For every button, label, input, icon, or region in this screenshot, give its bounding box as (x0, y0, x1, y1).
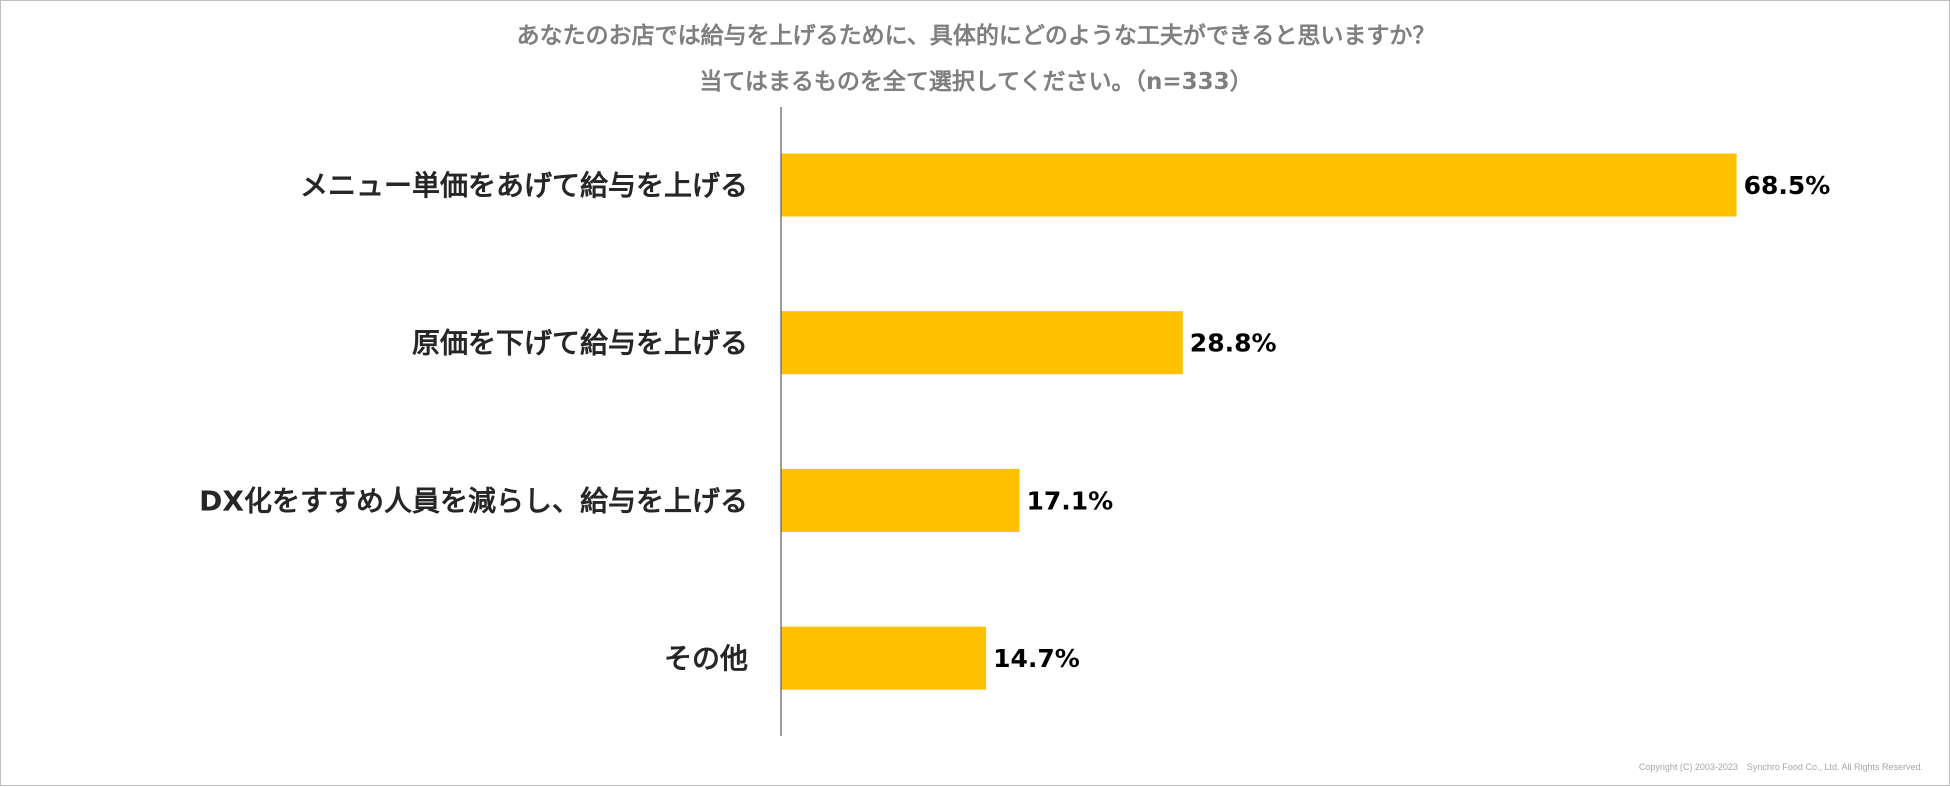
bar-2 (781, 468, 1020, 532)
chart-subtitle: 当てはまるものを全て選択してください。（n=333） (699, 69, 1253, 95)
chart-title-block: あなたのお店では給与を上げるために、具体的にどのような工夫ができると思いますか？… (1, 13, 1950, 105)
category-label-3: その他 (664, 642, 748, 675)
bar-0 (781, 153, 1737, 217)
value-label-3: 14.7% (993, 644, 1080, 673)
copyright-text: Copyright (C) 2003-2023 Synchro Food Co.… (1638, 762, 1923, 772)
bar-3 (781, 626, 987, 690)
category-label-1: 原価を下げて給与を上げる (412, 327, 748, 360)
chart-title: あなたのお店では給与を上げるために、具体的にどのような工夫ができると思いますか？ (516, 23, 1436, 49)
value-label-2: 17.1% (1027, 486, 1114, 515)
category-label-2: DX化をすすめ人員を減らし、給与を上げる (199, 484, 748, 517)
category-label-0: メニュー単価をあげて給与を上げる (300, 169, 748, 202)
value-label-1: 28.8% (1190, 329, 1277, 358)
value-label-0: 68.5% (1744, 171, 1831, 200)
bar-1 (781, 311, 1183, 375)
